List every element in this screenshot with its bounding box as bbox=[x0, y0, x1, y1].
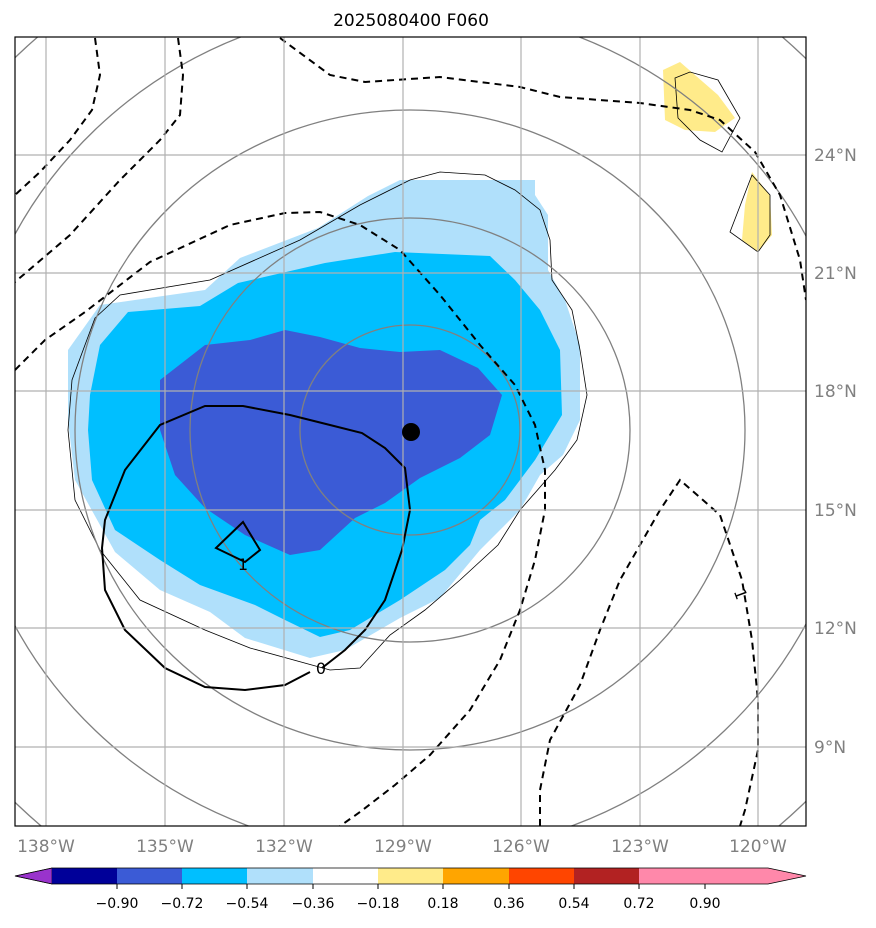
lon-tick-132w: 132°W bbox=[255, 837, 313, 857]
contour-label-0-bottom: 0 bbox=[316, 659, 326, 678]
outline-contour-ne-2 bbox=[729, 174, 771, 253]
colorbar-tick-label-7: 0.36 bbox=[493, 896, 524, 912]
lat-lon-grid bbox=[15, 37, 806, 826]
lat-tick-24n: 24°N bbox=[814, 146, 857, 166]
colorbar-ticks bbox=[116, 884, 706, 889]
colorbar-segment-5 bbox=[313, 868, 378, 884]
colorbar-tick-label-8: 0.54 bbox=[558, 896, 589, 912]
colorbar-segment-3 bbox=[182, 868, 247, 884]
map-title: 2025080400 F060 bbox=[333, 11, 489, 31]
colorbar-segment-10 bbox=[639, 868, 705, 884]
lat-tick-21n: 21°N bbox=[814, 264, 857, 284]
shade-yellow-patch-2 bbox=[742, 172, 772, 252]
lat-tick-18n: 18°N bbox=[814, 382, 857, 402]
lon-tick-126w: 126°W bbox=[492, 837, 550, 857]
lon-tick-labels: 138°W 135°W 132°W 129°W 126°W 123°W 120°… bbox=[17, 837, 787, 857]
map-frame bbox=[14, 36, 807, 827]
shade-royal-blue bbox=[160, 330, 502, 555]
colorbar-outline bbox=[14, 867, 807, 885]
colorbar-segment-9 bbox=[574, 868, 639, 884]
colorbar-tick-label-5: −0.18 bbox=[357, 896, 400, 912]
lat-tick-12n: 12°N bbox=[814, 619, 857, 639]
colorbar-segment-7 bbox=[443, 868, 509, 884]
shade-yellow-patch-1 bbox=[663, 62, 735, 132]
colorbar-tick-label-4: −0.36 bbox=[292, 896, 335, 912]
lon-tick-138w: 138°W bbox=[17, 837, 75, 857]
colorbar-extend-right bbox=[705, 868, 806, 884]
lat-tick-9n: 9°N bbox=[814, 738, 846, 758]
storm-center-marker bbox=[402, 423, 420, 441]
dashed-contours bbox=[15, 37, 806, 826]
colorbar-tick-label-1: −0.90 bbox=[96, 896, 139, 912]
colorbar-segment-1 bbox=[52, 868, 117, 884]
colorbar-segment-6 bbox=[378, 868, 443, 884]
contour-label-1-dashed-right: 1 bbox=[730, 586, 751, 602]
colorbar-segment-8 bbox=[509, 868, 574, 884]
colorbar-extend-left bbox=[14, 867, 53, 885]
lon-tick-123w: 123°W bbox=[611, 837, 669, 857]
colorbar-tick-label-9: 0.72 bbox=[623, 896, 654, 912]
lon-tick-135w: 135°W bbox=[136, 837, 194, 857]
lat-tick-labels: 24°N 21°N 18°N 15°N 12°N 9°N bbox=[814, 146, 857, 758]
colorbar-segment-2 bbox=[117, 868, 182, 884]
outline-contour-main bbox=[67, 171, 588, 671]
colorbar-tick-label-6: 0.18 bbox=[427, 896, 458, 912]
solid-contours bbox=[100, 405, 412, 692]
colorbar: −0.90 −0.72 −0.54 −0.36 −0.18 0.18 0.36 … bbox=[14, 867, 807, 912]
colorbar-tick-label-2: −0.72 bbox=[161, 896, 204, 912]
lon-tick-129w: 129°W bbox=[374, 837, 432, 857]
colorbar-segment-4 bbox=[247, 868, 313, 884]
contour-label-1-upper-left: 1 bbox=[238, 555, 248, 574]
lon-tick-120w: 120°W bbox=[729, 837, 787, 857]
lat-tick-15n: 15°N bbox=[814, 501, 857, 521]
colorbar-tick-label-3: −0.54 bbox=[226, 896, 269, 912]
colorbar-tick-label-10: 0.90 bbox=[689, 896, 720, 912]
